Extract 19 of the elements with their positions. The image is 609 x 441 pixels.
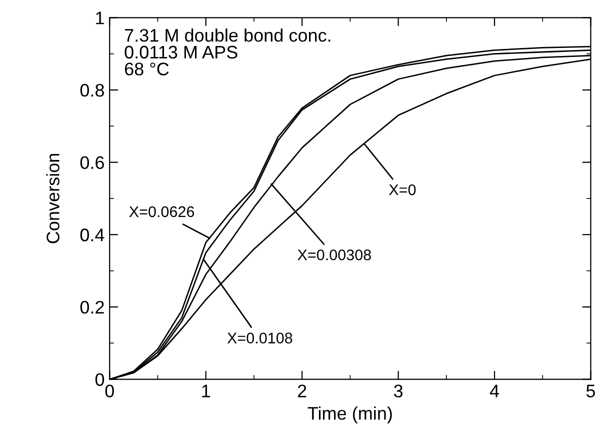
y-tick-label: 0.2 — [80, 300, 104, 314]
x-tick-label: 5 — [586, 384, 595, 398]
annotation: X=0.0108 — [227, 332, 292, 344]
annotation: X=0.00308 — [298, 249, 371, 260]
annotation: 7.31 M double bond conc. 0.0113 M APS 68 °C — [124, 28, 330, 76]
x-axis-title: Time (min) — [308, 406, 392, 424]
y-tick-label: 0.6 — [80, 156, 104, 170]
x-tick-label: 4 — [490, 384, 499, 398]
y-axis-title: Conversion — [46, 154, 60, 244]
y-tick-label: 0.8 — [80, 84, 104, 97]
x-tick-label: 0 — [105, 384, 114, 398]
x-tick-label: 1 — [202, 384, 210, 398]
y-tick-label: 0.4 — [80, 228, 104, 242]
annotation: X=0 — [389, 184, 416, 196]
annotation: X=0.0626 — [129, 206, 194, 218]
x-tick-label: 3 — [394, 384, 403, 398]
y-tick-label: 1 — [96, 12, 104, 24]
x-tick-label: 2 — [298, 384, 306, 398]
y-tick-label: 0 — [95, 373, 104, 386]
